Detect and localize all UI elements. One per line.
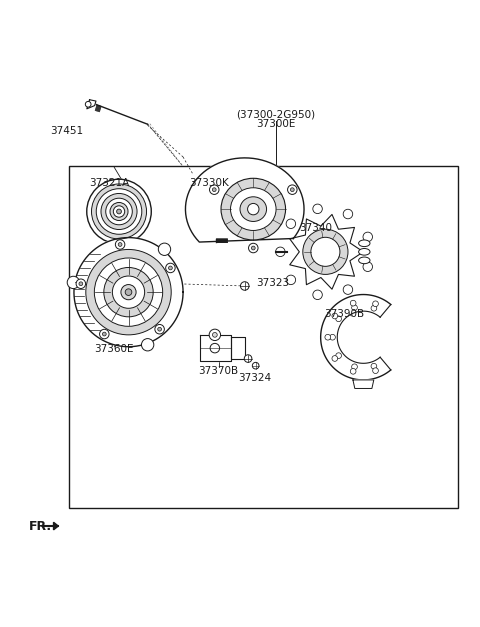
Circle shape	[212, 187, 216, 192]
Circle shape	[325, 334, 331, 340]
Text: 37340: 37340	[300, 223, 333, 233]
Text: 37324: 37324	[238, 373, 271, 383]
Text: 37370B: 37370B	[199, 366, 239, 376]
Circle shape	[248, 203, 259, 215]
Circle shape	[249, 243, 258, 253]
Circle shape	[286, 275, 296, 285]
Polygon shape	[74, 238, 183, 347]
Ellipse shape	[110, 203, 128, 221]
Circle shape	[85, 102, 91, 107]
Circle shape	[121, 285, 136, 300]
Circle shape	[288, 185, 297, 194]
Ellipse shape	[104, 268, 153, 317]
Circle shape	[352, 364, 357, 369]
Circle shape	[371, 364, 377, 369]
Text: 37360E: 37360E	[95, 344, 134, 354]
Ellipse shape	[303, 229, 348, 275]
Ellipse shape	[112, 276, 144, 308]
Text: 37330K: 37330K	[189, 178, 229, 188]
Circle shape	[363, 262, 372, 271]
Circle shape	[117, 209, 121, 214]
Text: 37451: 37451	[50, 126, 84, 136]
Circle shape	[125, 289, 132, 295]
Text: 37323: 37323	[257, 278, 290, 288]
Circle shape	[209, 329, 220, 340]
Ellipse shape	[101, 194, 137, 229]
Polygon shape	[87, 100, 96, 109]
Polygon shape	[290, 214, 363, 289]
Ellipse shape	[86, 250, 171, 335]
Circle shape	[313, 204, 322, 214]
Circle shape	[67, 277, 80, 288]
Circle shape	[330, 334, 336, 340]
Circle shape	[115, 240, 125, 250]
Text: 37390B: 37390B	[324, 308, 364, 319]
Polygon shape	[353, 380, 374, 389]
Polygon shape	[185, 158, 304, 242]
Ellipse shape	[87, 179, 151, 244]
Circle shape	[252, 246, 255, 250]
Circle shape	[252, 362, 259, 369]
Circle shape	[372, 301, 378, 307]
Ellipse shape	[95, 258, 163, 326]
Circle shape	[372, 368, 378, 374]
Ellipse shape	[96, 189, 142, 234]
Circle shape	[290, 187, 294, 192]
Ellipse shape	[311, 237, 340, 266]
Circle shape	[313, 290, 322, 300]
Text: 37321A: 37321A	[89, 178, 130, 188]
Text: (37300-2G950): (37300-2G950)	[236, 110, 315, 120]
Circle shape	[276, 247, 285, 256]
Ellipse shape	[92, 184, 146, 239]
Circle shape	[158, 243, 171, 255]
Ellipse shape	[221, 178, 286, 240]
Circle shape	[336, 353, 341, 359]
Circle shape	[286, 219, 296, 228]
Circle shape	[213, 332, 217, 337]
Ellipse shape	[230, 187, 276, 231]
Circle shape	[142, 339, 154, 351]
Circle shape	[332, 356, 337, 361]
Ellipse shape	[359, 248, 370, 255]
Circle shape	[336, 316, 341, 322]
Circle shape	[76, 279, 85, 288]
Circle shape	[99, 329, 109, 339]
Ellipse shape	[240, 197, 266, 221]
Text: FR.: FR.	[29, 520, 52, 532]
Polygon shape	[54, 522, 58, 530]
Circle shape	[371, 305, 377, 311]
Circle shape	[118, 243, 122, 246]
Ellipse shape	[359, 240, 370, 246]
Circle shape	[209, 185, 219, 194]
Circle shape	[210, 344, 219, 353]
Ellipse shape	[359, 257, 370, 264]
Circle shape	[158, 327, 161, 331]
Circle shape	[155, 325, 164, 334]
Text: 37300E: 37300E	[256, 119, 295, 129]
Circle shape	[350, 300, 356, 306]
Ellipse shape	[113, 206, 125, 217]
Circle shape	[168, 266, 172, 270]
Polygon shape	[321, 295, 391, 380]
Circle shape	[240, 282, 249, 290]
Circle shape	[352, 305, 357, 310]
Circle shape	[244, 355, 252, 362]
Circle shape	[79, 282, 83, 286]
Circle shape	[343, 285, 353, 294]
Polygon shape	[200, 335, 230, 361]
Circle shape	[166, 263, 175, 273]
Circle shape	[363, 232, 372, 241]
Circle shape	[350, 369, 356, 374]
Circle shape	[343, 209, 353, 219]
Circle shape	[332, 313, 337, 319]
Bar	[69, 166, 458, 508]
Circle shape	[102, 332, 106, 336]
Ellipse shape	[106, 198, 132, 224]
Polygon shape	[230, 337, 245, 359]
